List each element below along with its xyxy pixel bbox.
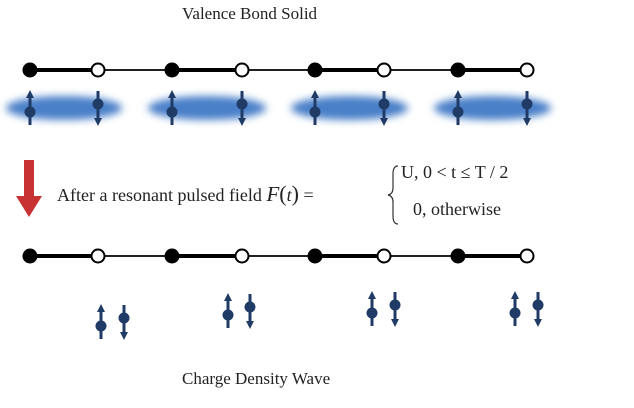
spin-head [224,293,232,301]
spin-up-icon [452,90,464,125]
case-2: 0, otherwise [413,199,501,219]
func-name: F [266,182,280,206]
spin-down-icon [521,91,533,126]
open-site [234,248,250,264]
singlet-cloud [291,96,408,120]
open-site [376,248,392,264]
close-paren: ) [291,181,299,206]
electron [244,301,256,313]
spin-head [534,319,542,327]
spin-down-icon [532,292,544,327]
open-paren: ( [279,181,287,206]
filled-site [164,248,180,264]
spin-up-icon [95,304,107,339]
spin-down-icon [236,91,248,126]
spin-head [120,332,128,340]
spin-down-icon [92,91,104,126]
electron [118,312,130,324]
spin-head [238,118,246,126]
open-site [90,62,106,78]
open-site [519,62,535,78]
spin-head [511,291,519,299]
electron [95,320,107,332]
spin-head [368,291,376,299]
electron [309,106,321,118]
filled-site [22,248,38,264]
open-site [519,248,535,264]
spin-up-icon [509,291,521,326]
filled-site [307,62,323,78]
spin-up-icon [24,90,36,125]
filled-site [450,62,466,78]
spin-head [246,321,254,329]
filled-site [22,62,38,78]
case-1: U, 0 < t ≤ T / 2 [401,162,509,182]
electron [366,307,378,319]
open-site [90,248,106,264]
spin-head [94,118,102,126]
caption-text: After a resonant pulsed field F(t) = [57,181,314,207]
equals-sign: = [303,185,314,205]
singlet-cloud [434,96,551,120]
electron [222,309,234,321]
open-site [234,62,250,78]
spin-up-icon [222,293,234,328]
caption-label: After a resonant pulsed field [57,185,262,205]
spin-head [97,304,105,312]
title-valence-bond-solid: Valence Bond Solid [182,4,318,23]
func-arg: t [286,185,292,205]
filled-site [164,62,180,78]
electron [389,299,401,311]
singlet-cloud [148,96,266,120]
electron [452,106,464,118]
open-site [376,62,392,78]
title-charge-density-wave: Charge Density Wave [182,369,331,388]
singlet-cloud [6,96,122,120]
spin-head [391,319,399,327]
red-down-arrow-icon [16,160,42,217]
spin-down-icon [244,294,256,329]
spin-head [168,90,176,98]
spin-down-icon [389,292,401,327]
spin-down-icon [118,305,130,340]
spin-up-icon [166,90,178,125]
electron [236,98,248,110]
electron [24,106,36,118]
electron [532,299,544,311]
spin-head [380,118,388,126]
electron [92,98,104,110]
spin-head [523,118,531,126]
filled-site [307,248,323,264]
spin-up-icon [309,90,321,125]
case-brace [387,165,399,225]
spin-up-icon [366,291,378,326]
electron [378,98,390,110]
spin-head [454,90,462,98]
spin-head [311,90,319,98]
electron [521,98,533,110]
filled-site [450,248,466,264]
spin-head [26,90,34,98]
electron [166,106,178,118]
electron [509,307,521,319]
spin-down-icon [378,91,390,126]
